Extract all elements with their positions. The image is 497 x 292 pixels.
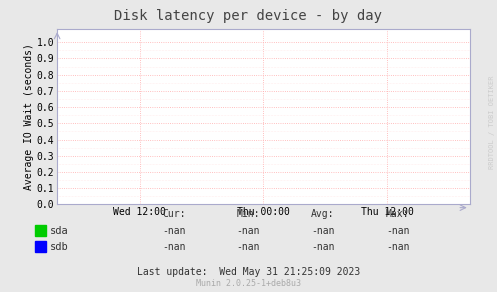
Text: Disk latency per device - by day: Disk latency per device - by day <box>114 9 383 23</box>
Y-axis label: Average IO Wait (seconds): Average IO Wait (seconds) <box>24 44 34 190</box>
Text: Cur:: Cur: <box>162 209 186 219</box>
Text: Avg:: Avg: <box>311 209 335 219</box>
Text: sdb: sdb <box>50 242 69 252</box>
Text: Max:: Max: <box>386 209 410 219</box>
Text: Min:: Min: <box>237 209 260 219</box>
Text: RRDTOOL / TOBI OETIKER: RRDTOOL / TOBI OETIKER <box>489 76 495 169</box>
Text: -nan: -nan <box>386 226 410 236</box>
Text: sda: sda <box>50 226 69 236</box>
Text: -nan: -nan <box>162 242 186 252</box>
Text: -nan: -nan <box>237 226 260 236</box>
Text: -nan: -nan <box>311 242 335 252</box>
Text: -nan: -nan <box>237 242 260 252</box>
Text: Last update:  Wed May 31 21:25:09 2023: Last update: Wed May 31 21:25:09 2023 <box>137 267 360 277</box>
Text: -nan: -nan <box>162 226 186 236</box>
Text: -nan: -nan <box>311 226 335 236</box>
Text: Munin 2.0.25-1+deb8u3: Munin 2.0.25-1+deb8u3 <box>196 279 301 288</box>
Text: -nan: -nan <box>386 242 410 252</box>
